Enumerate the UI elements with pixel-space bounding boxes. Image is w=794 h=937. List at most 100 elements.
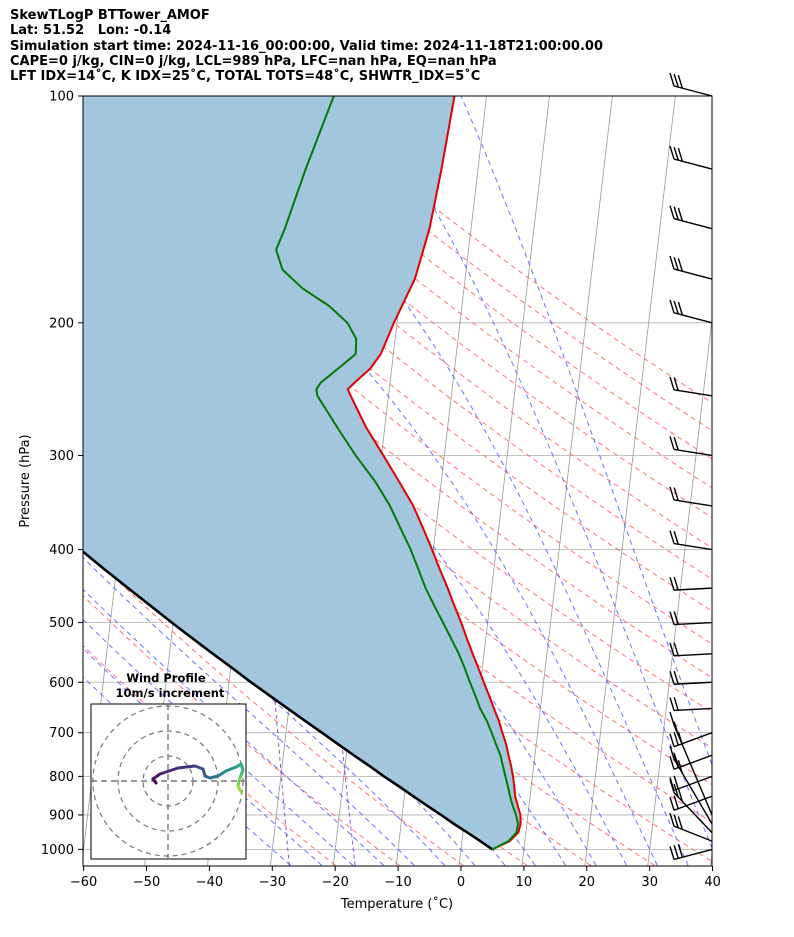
- barb-shaft: [673, 848, 713, 861]
- y-tick-label: 300: [49, 449, 74, 464]
- barb-feather: [673, 146, 679, 161]
- barb-feather: [669, 697, 675, 711]
- wind-barb: [669, 376, 713, 397]
- inset-range-ring: [117, 730, 219, 832]
- barb-shaft: [673, 792, 713, 834]
- wind-barb: [669, 486, 713, 507]
- x-tick-label: 20: [579, 875, 596, 890]
- barb-feather: [673, 697, 679, 711]
- y-tick-label: 500: [49, 616, 74, 631]
- x-tick-label: −10: [384, 875, 411, 890]
- barb-feather: [673, 73, 679, 88]
- barb-shaft: [673, 587, 713, 591]
- mixing-ratio-line: [273, 682, 290, 866]
- barb-feather: [673, 256, 679, 271]
- barb-shaft: [673, 758, 713, 825]
- wind-barb: [669, 711, 713, 816]
- barb-feather: [673, 206, 679, 220]
- barb-feather: [673, 775, 679, 790]
- barb-feather: [677, 301, 684, 316]
- barb-feather: [669, 611, 675, 625]
- moist-adiabat: [83, 184, 627, 866]
- moist-adiabat: [83, 522, 445, 866]
- station-title: SkewTLogP BTTower_AMOF: [10, 8, 210, 23]
- moist-adiabat: [460, 96, 712, 767]
- barb-feather: [669, 711, 675, 726]
- moist-adiabat: [95, 96, 658, 866]
- inset-content: [91, 704, 246, 859]
- wind-barb: [669, 436, 713, 457]
- wind-barb: [669, 255, 713, 280]
- barb-shaft: [673, 795, 713, 811]
- mixing-ratio-line: [335, 682, 356, 866]
- barb-shaft: [673, 825, 713, 842]
- hodograph-segment: [224, 765, 238, 773]
- isotherm-line: [584, 96, 676, 866]
- x-tick-label: 10: [516, 875, 533, 890]
- barb-shaft: [673, 653, 713, 657]
- barb-shaft: [673, 448, 713, 457]
- inset-subtitle: 10m/s increment: [116, 686, 225, 700]
- wind-barb: [669, 530, 713, 551]
- barb-shaft: [673, 217, 713, 230]
- barb-feather: [673, 670, 679, 685]
- barb-feather: [673, 845, 679, 859]
- barb-feather: [669, 745, 675, 760]
- hodograph-segment: [236, 784, 243, 794]
- barb-feather: [673, 436, 679, 451]
- simulation-times: Simulation start time: 2024-11-16_00:00:…: [10, 38, 603, 54]
- barb-shaft: [673, 732, 713, 748]
- barb-feather: [677, 148, 684, 162]
- dry-adiabat: [166, 96, 712, 519]
- x-tick-label: −30: [259, 875, 286, 890]
- hodograph-segment: [176, 764, 197, 770]
- hodograph-segment: [158, 766, 180, 776]
- barb-feather: [673, 642, 679, 656]
- barb-feather: [673, 611, 679, 625]
- x-tick-label: 40: [704, 875, 721, 890]
- wind-barb: [669, 299, 713, 324]
- wind-barbs: [669, 72, 713, 861]
- y-tick-label: 700: [49, 726, 74, 741]
- barb-feather: [669, 530, 675, 544]
- barb-feather: [673, 814, 679, 828]
- barb-feather: [669, 376, 675, 391]
- barb-feather: [673, 754, 679, 768]
- barb-feather: [669, 205, 675, 219]
- barb-feather: [669, 72, 675, 87]
- isotherm-line: [774, 96, 794, 865]
- barb-feather: [673, 300, 679, 315]
- x-tick-label: −20: [321, 875, 348, 890]
- x-axis-label: Temperature (˚C): [340, 896, 453, 912]
- dry-adiabat: [83, 546, 464, 866]
- x-tick-label: 30: [641, 875, 658, 890]
- barb-feather: [669, 576, 675, 591]
- plot-frame: [82, 95, 713, 867]
- barb-feather: [669, 756, 675, 770]
- isotherm-line: [710, 851, 712, 866]
- barb-shaft: [673, 499, 713, 507]
- dry-adiabat: [83, 370, 712, 862]
- y-tick-label: 800: [49, 770, 74, 785]
- barb-feather: [677, 788, 684, 802]
- moist-adiabat: [83, 588, 384, 866]
- series-layer: [83, 96, 522, 851]
- dry-adiabat: [134, 96, 712, 549]
- barb-feather: [669, 436, 675, 450]
- barb-feather: [677, 816, 684, 830]
- wind-barb: [669, 205, 713, 230]
- wind-profile-inset: Wind Profile 10m/s increment: [90, 671, 247, 860]
- barb-feather: [669, 733, 675, 747]
- barb-feather: [669, 846, 675, 860]
- inset-title: Wind Profile: [126, 671, 206, 685]
- barb-feather: [669, 671, 675, 685]
- wind-barb: [669, 670, 713, 685]
- barb-feather: [673, 487, 679, 501]
- dry-adiabat: [101, 96, 712, 580]
- barb-feather: [677, 731, 684, 745]
- barb-feather: [673, 531, 679, 545]
- stability-indices-2: LFT IDX=14˚C, K IDX=25˚C, TOTAL TOTS=48˚…: [10, 69, 481, 85]
- wind-barb: [669, 697, 713, 712]
- barb-shaft: [673, 542, 713, 551]
